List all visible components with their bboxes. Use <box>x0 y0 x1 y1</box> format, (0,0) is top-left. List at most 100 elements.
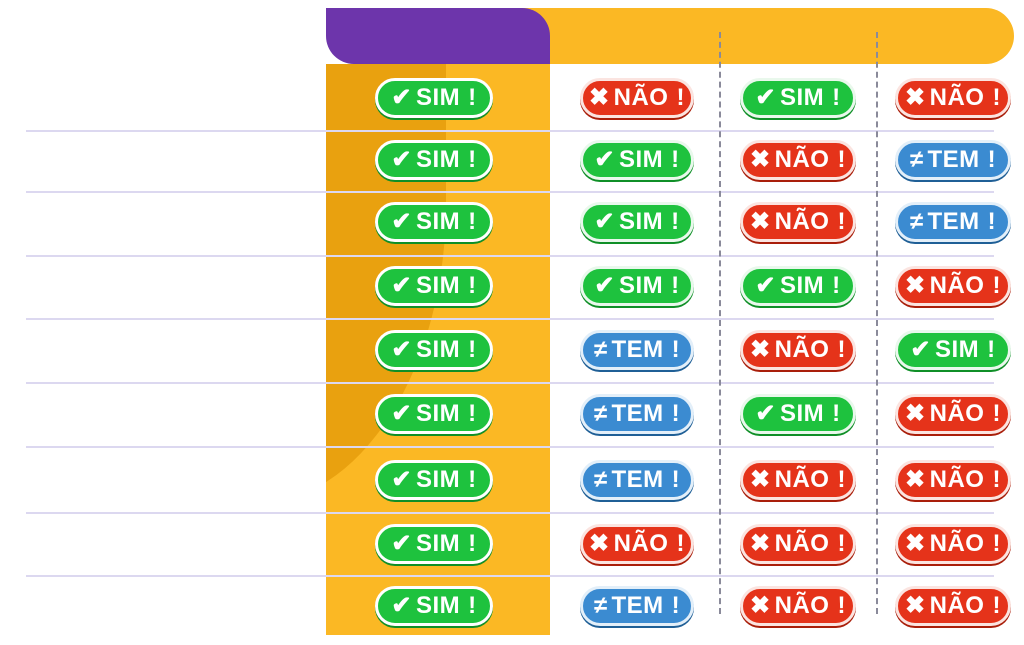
answer-badge-nao: ✖ NÃO! <box>895 78 1011 118</box>
cross-icon: ✖ <box>905 84 926 111</box>
answer-badge-sim: ✔ SIM! <box>375 202 493 242</box>
cross-icon: ✖ <box>750 592 771 619</box>
badge-label: NÃO <box>774 466 830 493</box>
check-icon: ✔ <box>755 272 776 299</box>
exclamation-mark: ! <box>992 84 1001 111</box>
exclamation-mark: ! <box>992 400 1001 427</box>
badge-label: SIM <box>415 466 461 493</box>
answer-badge-sim: ✔ SIM! <box>895 330 1011 370</box>
badge-label: SIM <box>618 146 664 173</box>
badge-label: NÃO <box>929 272 985 299</box>
exclamation-mark: ! <box>468 466 477 493</box>
answer-badge-nao: ✖ NÃO! <box>895 524 1011 564</box>
badge-label: SIM <box>618 208 664 235</box>
badge-label: NÃO <box>613 84 669 111</box>
answer-badge-sim: ✔ SIM! <box>375 460 493 500</box>
badge-label: NÃO <box>613 530 669 557</box>
answer-badge-tem: ≠ TEM! <box>580 586 694 626</box>
badge-label: SIM <box>415 530 461 557</box>
badge-label: SIM <box>779 400 825 427</box>
check-icon: ✔ <box>910 336 931 363</box>
exclamation-mark: ! <box>671 466 681 493</box>
check-icon: ✔ <box>755 400 776 427</box>
cross-icon: ✖ <box>905 272 926 299</box>
answer-badge-sim: ✔ SIM! <box>580 202 694 242</box>
exclamation-mark: ! <box>837 336 846 363</box>
badge-label: TEM <box>927 146 980 173</box>
answer-badge-nao: ✖ NÃO! <box>895 266 1011 306</box>
badge-label: TEM <box>611 400 664 427</box>
row-divider <box>26 130 994 132</box>
check-icon: ✔ <box>391 466 412 493</box>
exclamation-mark: ! <box>987 336 996 363</box>
exclamation-mark: ! <box>837 592 846 619</box>
badge-label: SIM <box>415 208 461 235</box>
badge-label: NÃO <box>929 84 985 111</box>
badge-label: TEM <box>611 466 664 493</box>
column-divider <box>719 32 721 614</box>
not-equal-icon: ≠ <box>593 400 608 427</box>
exclamation-mark: ! <box>468 400 477 427</box>
badge-label: TEM <box>927 208 980 235</box>
check-icon: ✔ <box>391 84 412 111</box>
exclamation-mark: ! <box>671 400 681 427</box>
not-equal-icon: ≠ <box>593 336 608 363</box>
exclamation-mark: ! <box>468 208 477 235</box>
badge-label: NÃO <box>929 592 985 619</box>
answer-badge-tem: ≠ TEM! <box>580 394 694 434</box>
check-icon: ✔ <box>391 146 412 173</box>
cross-icon: ✖ <box>750 466 771 493</box>
answer-badge-tem: ≠ TEM! <box>895 140 1011 180</box>
exclamation-mark: ! <box>671 336 681 363</box>
badge-label: NÃO <box>774 336 830 363</box>
answer-badge-tem: ≠ TEM! <box>580 460 694 500</box>
exclamation-mark: ! <box>837 146 846 173</box>
answer-badge-sim: ✔ SIM! <box>580 140 694 180</box>
exclamation-mark: ! <box>671 272 680 299</box>
row-divider <box>26 382 994 384</box>
answer-badge-sim: ✔ SIM! <box>375 394 493 434</box>
answer-badge-sim: ✔ SIM! <box>740 394 856 434</box>
badge-label: SIM <box>618 272 664 299</box>
exclamation-mark: ! <box>987 146 997 173</box>
answer-badge-nao: ✖ NÃO! <box>580 78 694 118</box>
exclamation-mark: ! <box>832 272 841 299</box>
exclamation-mark: ! <box>671 592 681 619</box>
exclamation-mark: ! <box>992 272 1001 299</box>
check-icon: ✔ <box>391 592 412 619</box>
not-equal-icon: ≠ <box>593 592 608 619</box>
cross-icon: ✖ <box>750 146 771 173</box>
badge-label: NÃO <box>774 208 830 235</box>
exclamation-mark: ! <box>671 208 680 235</box>
badge-label: SIM <box>779 84 825 111</box>
row-divider <box>26 512 994 514</box>
check-icon: ✔ <box>391 208 412 235</box>
answer-badge-sim: ✔ SIM! <box>375 586 493 626</box>
exclamation-mark: ! <box>832 84 841 111</box>
exclamation-mark: ! <box>468 530 477 557</box>
badge-label: TEM <box>611 592 664 619</box>
answer-badge-nao: ✖ NÃO! <box>895 460 1011 500</box>
exclamation-mark: ! <box>837 466 846 493</box>
answer-badge-sim: ✔ SIM! <box>375 140 493 180</box>
check-icon: ✔ <box>755 84 776 111</box>
exclamation-mark: ! <box>468 592 477 619</box>
answer-badge-nao: ✖ NÃO! <box>740 140 856 180</box>
answer-badge-nao: ✖ NÃO! <box>740 586 856 626</box>
exclamation-mark: ! <box>468 336 477 363</box>
answer-badge-nao: ✖ NÃO! <box>740 524 856 564</box>
check-icon: ✔ <box>391 336 412 363</box>
badge-label: SIM <box>415 336 461 363</box>
cross-icon: ✖ <box>905 400 926 427</box>
badge-label: NÃO <box>774 592 830 619</box>
check-icon: ✔ <box>391 272 412 299</box>
check-icon: ✔ <box>594 146 615 173</box>
exclamation-mark: ! <box>468 146 477 173</box>
check-icon: ✔ <box>594 208 615 235</box>
exclamation-mark: ! <box>676 530 685 557</box>
badge-label: TEM <box>611 336 664 363</box>
answer-badge-nao: ✖ NÃO! <box>740 330 856 370</box>
answer-badge-sim: ✔ SIM! <box>740 266 856 306</box>
not-equal-icon: ≠ <box>909 208 924 235</box>
badge-label: SIM <box>415 400 461 427</box>
